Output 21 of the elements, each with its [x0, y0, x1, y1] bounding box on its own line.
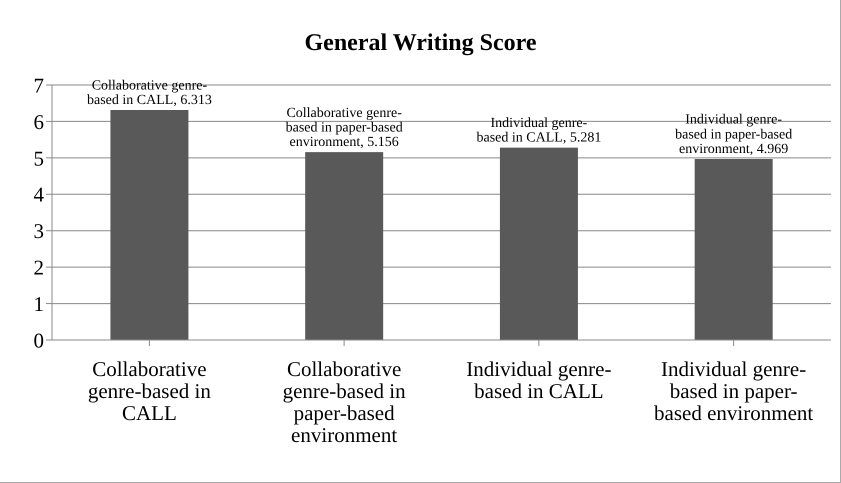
- data-label: Individual genre-based in paper-based environment, 4.969: [675, 112, 792, 157]
- x-tick-label: Individual genre-based in paper-based environment: [654, 357, 814, 426]
- data-label: Individual genre-based in CALL, 5.281: [476, 116, 602, 146]
- x-tick-label: Collaborative genre-based in paper-based environment: [282, 357, 406, 448]
- chart-title: General Writing Score: [304, 30, 538, 57]
- bar: [694, 158, 773, 340]
- bar: [500, 148, 578, 340]
- y-tick-label: 7: [34, 73, 44, 98]
- y-tick-label: 5: [34, 146, 44, 170]
- data-label: Collaborative genre-based in CALL, 6.313: [87, 78, 212, 108]
- y-tick-label: 3: [34, 219, 44, 244]
- y-tick-label: 2: [34, 256, 44, 280]
- x-tick-label: Individual genre-based in CALL: [466, 357, 612, 404]
- bar: [110, 110, 188, 340]
- y-tick-label: 0: [34, 328, 44, 352]
- y-tick-label: 4: [34, 182, 44, 207]
- y-tick-label: 1: [34, 292, 44, 316]
- data-label: Collaborative genre-based in paper-based environment, 5.156: [286, 106, 403, 150]
- y-tick-label: 6: [34, 110, 44, 134]
- x-tick-label: Collaborative genre-based in CALL: [88, 357, 212, 426]
- bar: [305, 152, 384, 340]
